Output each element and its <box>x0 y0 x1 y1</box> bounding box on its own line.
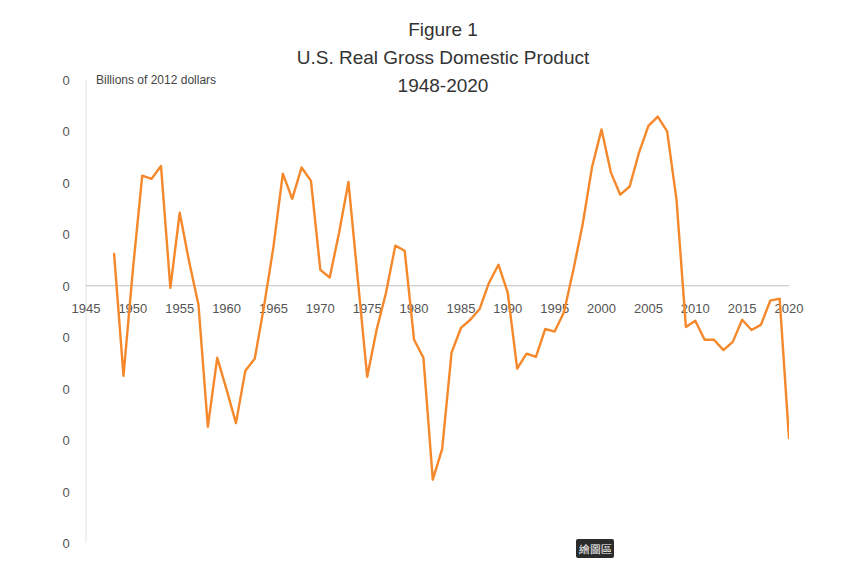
x-tick-label: 1960 <box>212 301 241 316</box>
y-tick-label: 0 <box>62 536 69 551</box>
annotation: 繪圖區 <box>578 543 612 555</box>
x-tick-label: 1955 <box>165 301 194 316</box>
y-tick-label: 0 <box>62 330 69 345</box>
x-tick-label: 2000 <box>587 301 616 316</box>
y-tick-label: 0 <box>62 227 69 242</box>
tooltip-bg <box>576 539 614 558</box>
y-tick-label: 0 <box>62 382 69 397</box>
plot-area <box>114 117 789 480</box>
chart: Figure 1 U.S. Real Gross Domestic Product… <box>0 0 857 568</box>
y-tick-label: 0 <box>62 279 69 294</box>
x-tick-label: 1970 <box>306 301 335 316</box>
annotation-box: 繪圖區 <box>576 539 614 558</box>
x-tick-label: 1945 <box>72 301 101 316</box>
y-tick-label: 0 <box>62 176 69 191</box>
title: 1948-2020 <box>398 75 489 96</box>
x-tick-label: 1975 <box>353 301 382 316</box>
x-tick-label: 1950 <box>118 301 147 316</box>
y-tick-label: 0 <box>62 485 69 500</box>
title: Figure 1 <box>408 19 478 40</box>
x-tick-label: 1980 <box>400 301 429 316</box>
title: U.S. Real Gross Domestic Product <box>297 47 590 68</box>
x-tick-label: 1985 <box>446 301 475 316</box>
x-tick-label: 2015 <box>728 301 757 316</box>
x-tick-label: 2005 <box>634 301 663 316</box>
y-tick-label: 0 <box>62 433 69 448</box>
y-tick-label: 0 <box>62 124 69 139</box>
y-axis-label: Billions of 2012 dollars <box>96 73 216 87</box>
y-tick-label: 0 <box>62 73 69 88</box>
x-tick-label: 1990 <box>493 301 522 316</box>
series-line <box>114 117 789 480</box>
